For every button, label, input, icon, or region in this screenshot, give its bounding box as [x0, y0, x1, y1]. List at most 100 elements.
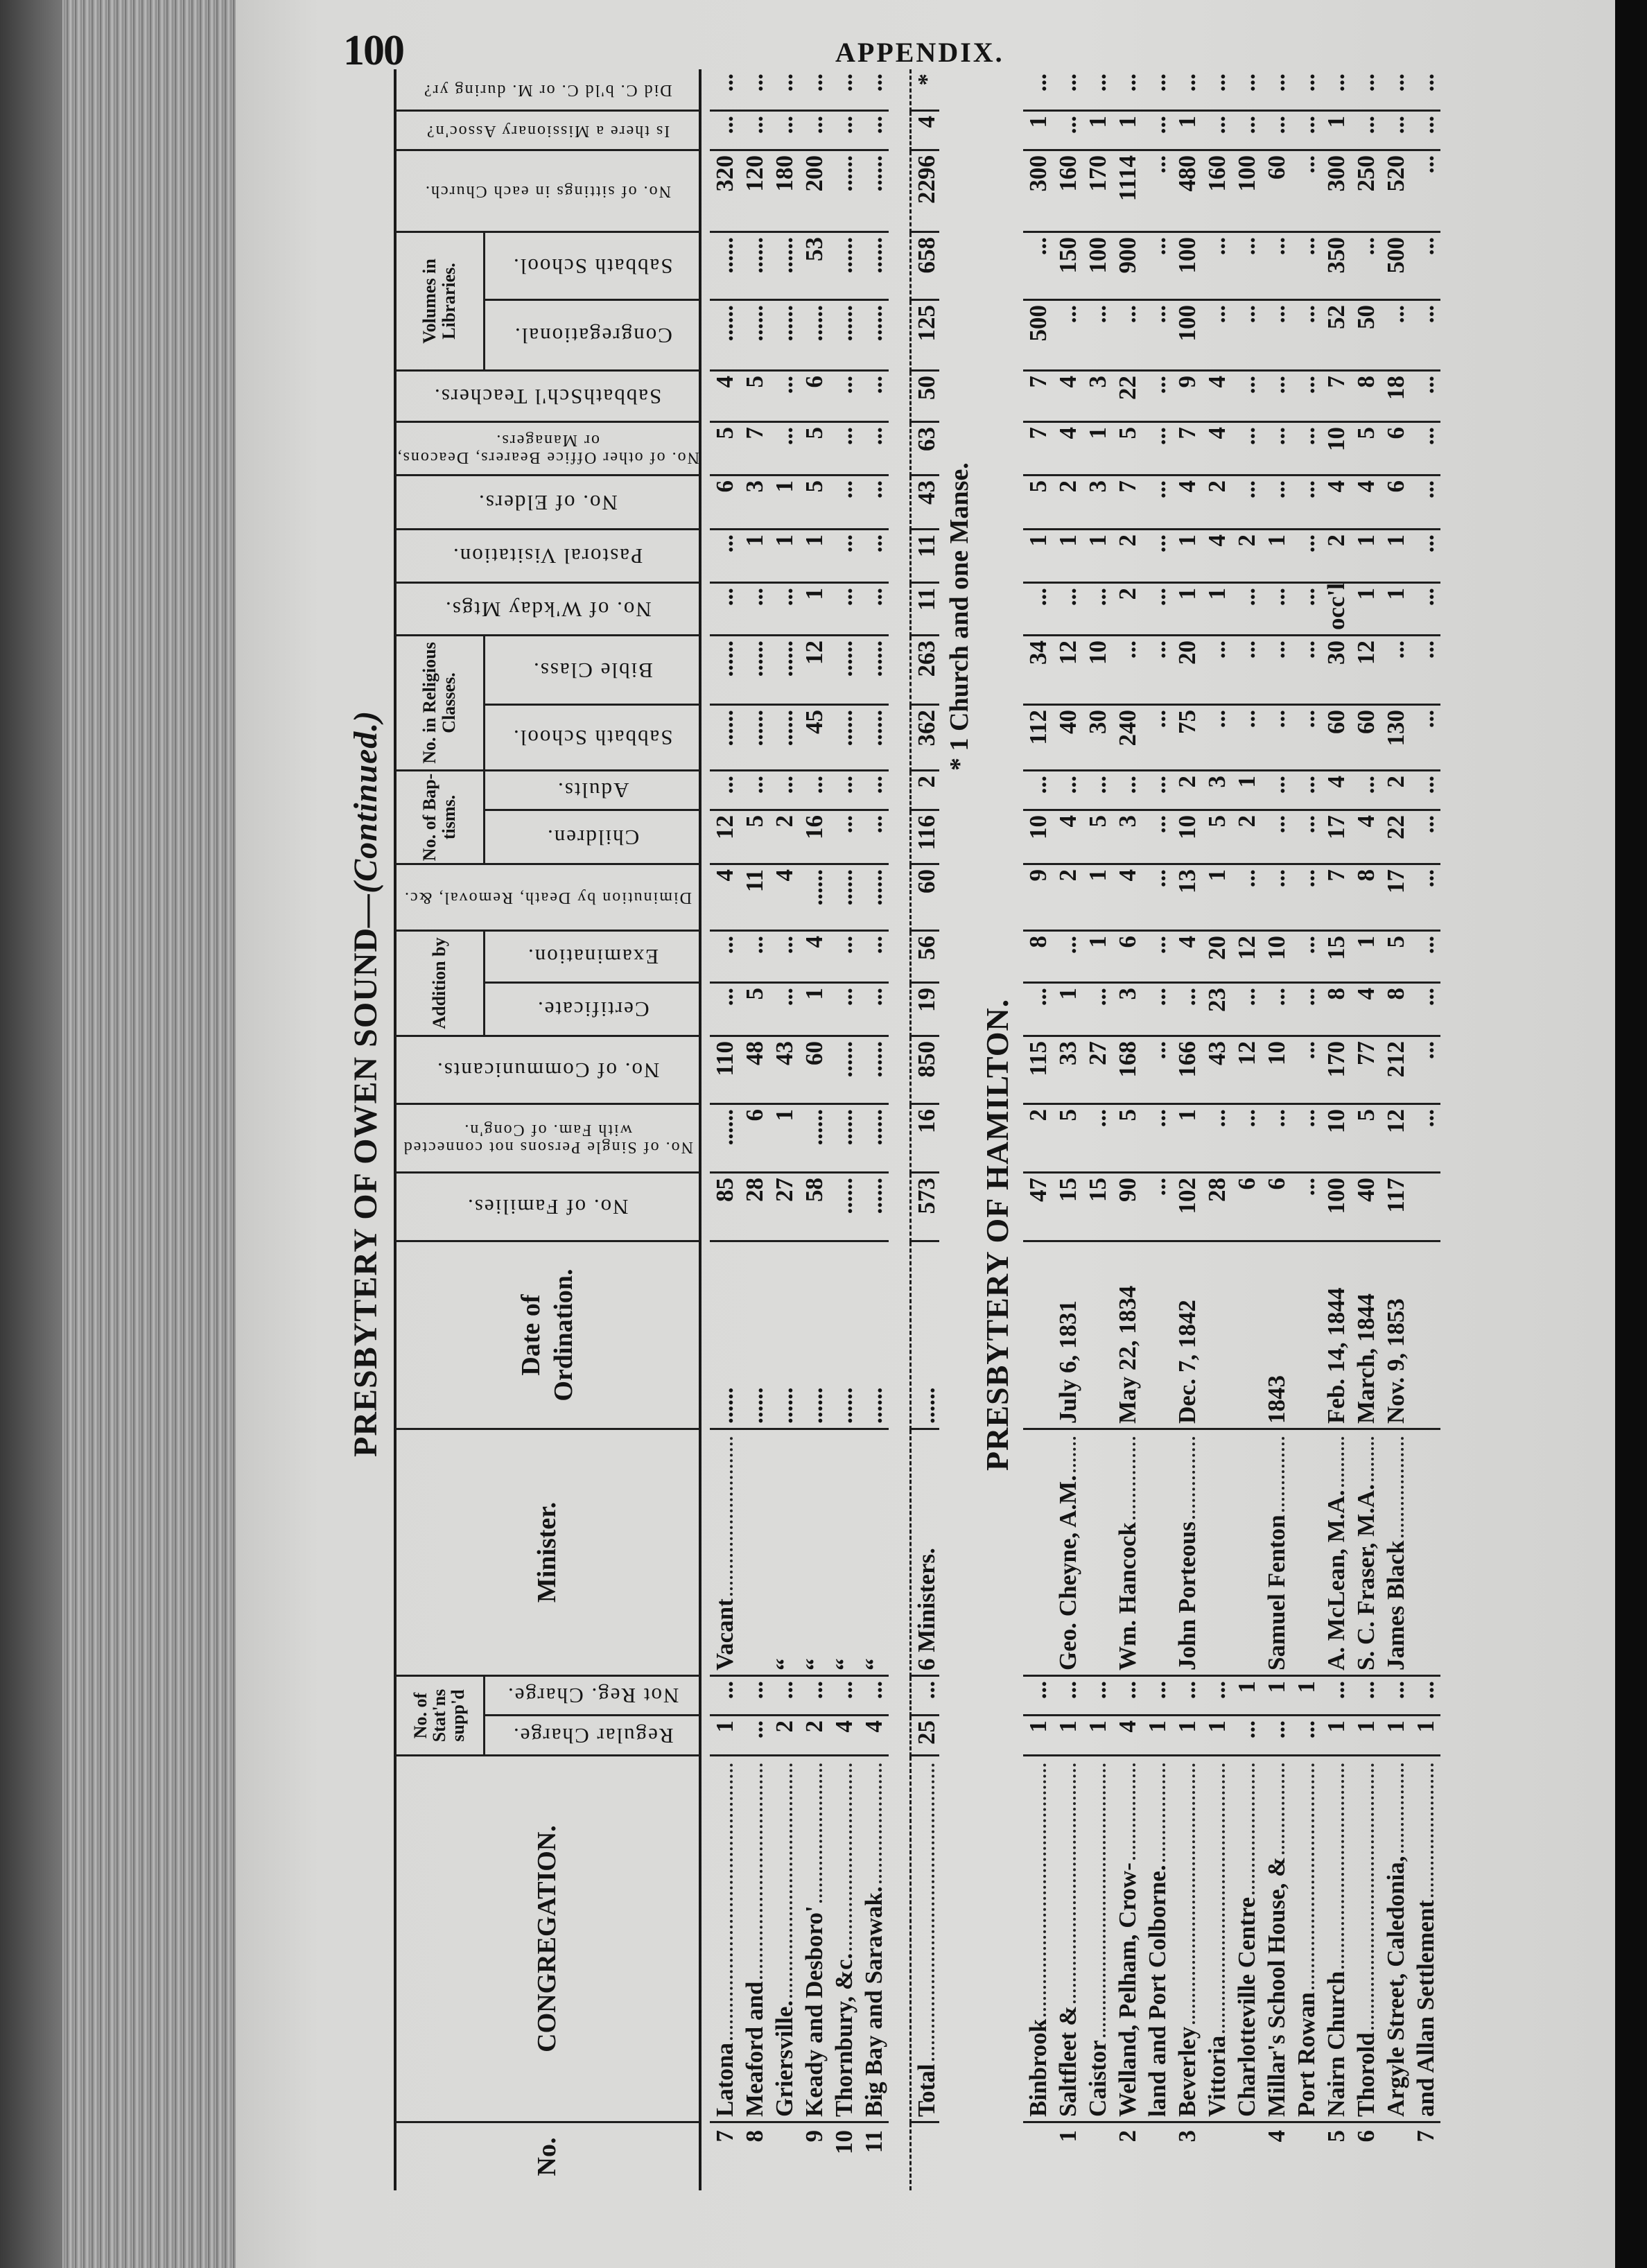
cell: ...: [740, 932, 769, 984]
cell-value: 7: [741, 427, 768, 439]
cell-value: ...: [1412, 869, 1439, 888]
cell-value: ......: [771, 710, 798, 747]
cell: ...: [1291, 233, 1321, 301]
cell: A. McLean, M.A.: [1321, 1430, 1351, 1677]
cell-value: 160: [1203, 155, 1230, 192]
cell: ...: [1232, 476, 1262, 530]
cell-value: 1: [1203, 1720, 1230, 1733]
cell: 2: [1113, 530, 1142, 584]
cell: ...: [1411, 530, 1440, 584]
cell: 117: [1381, 1174, 1411, 1242]
cell: 8: [1321, 984, 1351, 1037]
cell-value: 85: [711, 1178, 738, 1202]
cell: ...: [1321, 1677, 1351, 1716]
cell-value: 43: [771, 1041, 798, 1065]
cell-value: 11: [913, 588, 939, 611]
cell-value: ...: [1412, 936, 1439, 954]
cell: 850: [909, 1037, 939, 1105]
cell-value: ...: [711, 936, 738, 954]
cell: ...: [1142, 372, 1172, 423]
cell: 1: [1321, 1716, 1351, 1756]
cell: 7: [1023, 423, 1053, 476]
cell-value: 300: [1323, 155, 1350, 192]
cell-value: 4: [1203, 534, 1230, 547]
cell-value: Thorold: [1352, 2032, 1379, 2117]
cell-value: 1: [1233, 1681, 1260, 1693]
cell: ......: [829, 1242, 859, 1430]
cell: 1: [1202, 1716, 1232, 1756]
column-group-header: Addition by: [395, 932, 485, 1037]
cell: 4: [1262, 2123, 1291, 2190]
cell-value: ...: [830, 427, 857, 446]
cell: 11: [909, 584, 939, 636]
cell-value: 5: [1323, 2130, 1350, 2143]
cell-value: ...: [1233, 480, 1260, 499]
cell: 27: [769, 1174, 799, 1242]
cell-value: July 6, 1831: [1054, 1300, 1081, 1424]
cell: 23: [1202, 984, 1232, 1037]
cell: Millar's School House, &: [1262, 1756, 1291, 2123]
cell: 45: [799, 706, 829, 771]
cell-value: 12: [801, 640, 828, 665]
cell-value: ...: [1144, 534, 1171, 553]
cell: ...: [829, 423, 859, 476]
cell-value: 5: [1352, 427, 1379, 439]
cell-value: 20: [1174, 640, 1201, 665]
leader-dots: [1281, 1763, 1284, 1854]
cell: 658: [909, 233, 939, 301]
cell-value: 2: [771, 815, 798, 828]
cell: ...: [1113, 636, 1142, 706]
cell: ...: [859, 530, 889, 584]
cell: ...: [1291, 69, 1321, 112]
cell-value: ...: [860, 988, 887, 1006]
leader-dots: [1341, 1437, 1344, 1488]
cell-value: ...: [1144, 116, 1171, 134]
cell: 6: [740, 1105, 769, 1174]
cell-value: ...: [1293, 237, 1320, 256]
cell: ...: [1023, 584, 1053, 636]
cell: 1: [799, 584, 829, 636]
cell: 7: [1172, 423, 1202, 476]
cell: 5: [1083, 811, 1113, 865]
cell-value: 50: [913, 376, 939, 400]
cell-value: ...: [1084, 1681, 1111, 1700]
column-header-label: No. of Families.: [467, 1195, 629, 1220]
cell-value: 4: [711, 376, 738, 388]
cell-value: ...: [711, 1681, 738, 1700]
leader-dots: [1370, 1763, 1374, 2030]
cell-value: ...: [801, 73, 828, 92]
cell: [1142, 2123, 1172, 2190]
table-row: 10 Thornbury, &c. 4... “...................…: [829, 69, 859, 2190]
cell-value: 10: [1323, 1109, 1350, 1133]
cell: Saltfleet &: [1053, 1756, 1083, 2123]
column-group-header: No. of Stat'ns supp'd: [395, 1677, 485, 1756]
leader-dots: [729, 1763, 733, 2041]
cell: ...: [769, 372, 799, 423]
cell: ...: [1411, 372, 1440, 423]
cell: Nov. 9, 1853: [1381, 1242, 1411, 1430]
cell-value: 6: [1382, 480, 1409, 493]
cell-value: ...: [1263, 869, 1290, 888]
cell: ...: [769, 112, 799, 151]
cell-value: 166: [1174, 1041, 1201, 1078]
cell: ...: [1262, 1716, 1291, 1756]
cell: ...: [1262, 1105, 1291, 1174]
cell: 5: [799, 476, 829, 530]
cell: ......: [769, 706, 799, 771]
cell-value: ...: [830, 376, 857, 394]
cell: ...: [1202, 301, 1232, 372]
cell: ...: [1142, 1174, 1172, 1242]
cell-value: 3: [1114, 815, 1141, 828]
cell: ...: [1411, 476, 1440, 530]
cell-value: 5: [1025, 480, 1052, 493]
cell-value: 2: [801, 1720, 828, 1733]
cell: ...: [1053, 771, 1083, 811]
cell: 12: [1053, 636, 1083, 706]
cell-value: ...: [1054, 305, 1081, 324]
cell: ...: [909, 1677, 939, 1716]
cell: ...: [1202, 636, 1232, 706]
cell: 6: [1381, 476, 1411, 530]
cell: ...: [1411, 151, 1440, 233]
cell-value: ...: [1233, 376, 1260, 394]
cell: 100: [1172, 301, 1202, 372]
